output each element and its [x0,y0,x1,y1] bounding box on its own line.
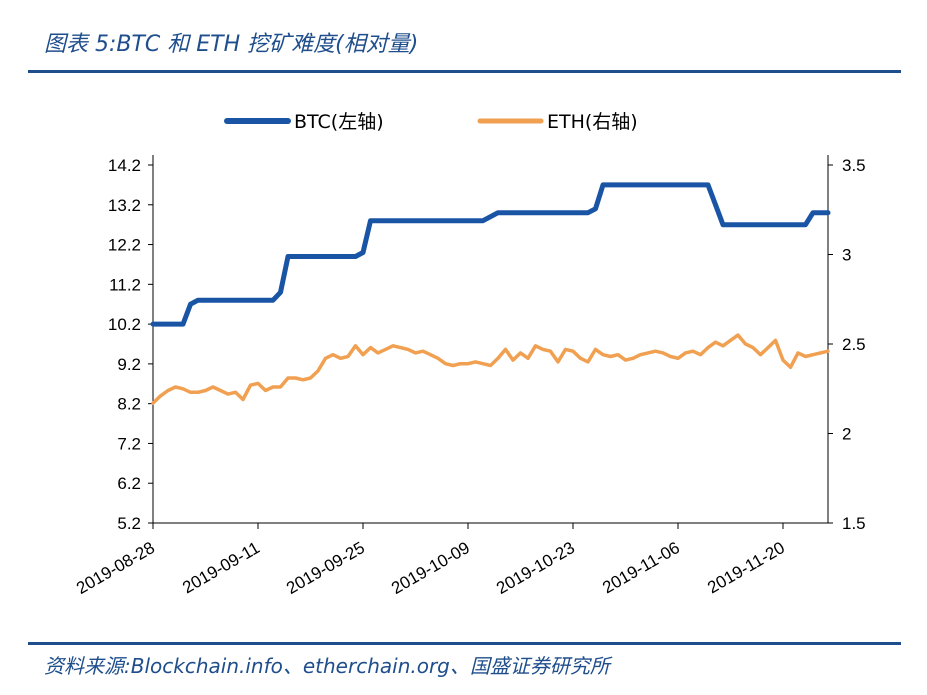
y-right-tick-label: 3 [842,246,851,265]
legend-item-eth: ETH(右轴) [477,111,638,133]
legend-item-btc: BTC(左轴) [224,111,384,133]
y-left-tick-label: 9.2 [117,355,141,374]
y-right-tick-label: 2.5 [842,335,866,354]
chart-series [150,182,831,405]
y-right-tick-label: 2 [842,425,851,444]
x-tick-label: 2019-09-11 [179,538,263,597]
y-left-tick-label: 10.2 [108,315,141,334]
figure-source: 资料来源:Blockchain.info、etherchain.org、国盛证券… [44,654,610,678]
y-right-tick-label: 3.5 [842,156,866,175]
x-tick-label: 2019-11-06 [599,538,683,597]
y-left-tick-label: 12.2 [108,236,141,255]
series-eth [151,333,830,405]
x-tick-label: 2019-10-23 [493,538,578,598]
legend-label: ETH(右轴) [547,111,638,133]
legend-label: BTC(左轴) [294,111,384,133]
y-left-tick-label: 6.2 [117,474,141,493]
x-tick-label: 2019-08-28 [73,538,158,598]
y-left-tick-label: 7.2 [117,434,141,453]
y-left-tick-label: 8.2 [117,395,141,414]
x-tick-label: 2019-11-20 [704,538,788,597]
title-rule [28,70,901,73]
source-rule [28,642,901,645]
y-left-tick-label: 14.2 [108,156,141,175]
series-btc [150,182,831,327]
y-left-tick-label: 5.2 [117,514,141,533]
y-left-tick-label: 13.2 [108,196,141,215]
x-tick-label: 2019-10-09 [388,538,473,598]
y-right-tick-label: 1.5 [842,514,866,533]
chart-legend: BTC(左轴) ETH(右轴) [224,111,638,133]
figure-title: 图表 5:BTC 和 ETH 挖矿难度(相对量) [44,32,419,57]
series-line [151,333,830,405]
x-tick-label: 2019-09-25 [283,538,368,598]
y-left-tick-label: 11.2 [109,275,141,294]
series-line [150,182,831,327]
